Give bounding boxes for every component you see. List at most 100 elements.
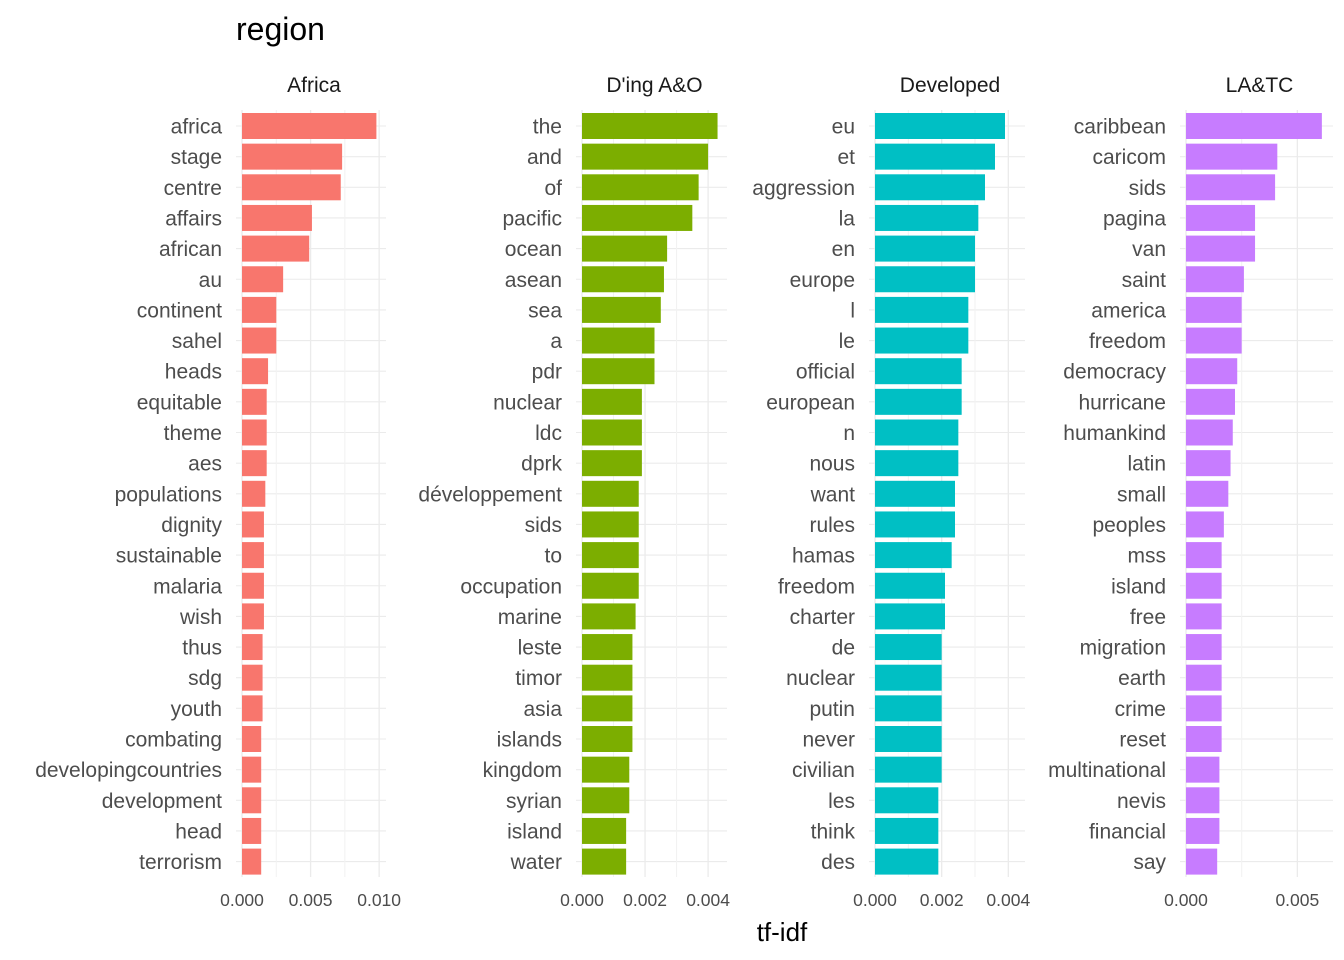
category-label: mss xyxy=(1128,545,1167,568)
category-label: van xyxy=(1132,238,1166,261)
bar-developed-et xyxy=(875,143,995,170)
category-label: marine xyxy=(498,606,562,629)
bar-d-ing-a-o-nuclear xyxy=(582,388,642,415)
category-label: migration xyxy=(1080,637,1166,660)
x-tick-label: 0.000 xyxy=(560,890,604,910)
x-tick-label: 0.005 xyxy=(1275,890,1319,910)
bar-la-tc-crime xyxy=(1186,695,1222,722)
bar-africa-heads xyxy=(242,358,269,385)
category-label: free xyxy=(1130,606,1166,629)
bar-d-ing-a-o-a xyxy=(582,327,655,354)
category-label: asean xyxy=(505,269,562,292)
bar-africa-thus xyxy=(242,634,263,661)
bar-africa-africa xyxy=(242,113,377,139)
category-label: au xyxy=(199,269,222,292)
bar-d-ing-a-o-water xyxy=(582,848,627,875)
category-label: populations xyxy=(115,483,222,506)
bar-africa-combating xyxy=(242,726,262,752)
bar-developed-en xyxy=(875,235,975,262)
bar-d-ing-a-o-kingdom xyxy=(582,756,630,783)
bar-developed-want xyxy=(875,480,955,507)
bar-developed-hamas xyxy=(875,542,952,569)
bar-la-tc-multinational xyxy=(1186,756,1220,783)
category-label: les xyxy=(828,790,855,813)
bar-africa-populations xyxy=(242,480,266,507)
bar-africa-youth xyxy=(242,695,263,722)
category-label: democracy xyxy=(1063,361,1166,384)
category-label: l xyxy=(850,299,855,322)
x-tick-label: 0.000 xyxy=(1164,890,1208,910)
category-label: youth xyxy=(171,698,222,721)
category-label: malaria xyxy=(153,575,222,598)
bar-d-ing-a-o-occupation xyxy=(582,572,639,599)
category-label: island xyxy=(507,820,562,843)
category-label: rules xyxy=(809,514,855,537)
x-tick-label: 0.002 xyxy=(920,890,964,910)
category-label: timor xyxy=(515,667,562,690)
bar-la-tc-island xyxy=(1186,572,1222,599)
category-label: humankind xyxy=(1063,422,1166,445)
category-label: of xyxy=(544,177,562,200)
category-label: le xyxy=(839,330,855,353)
bar-la-tc-free xyxy=(1186,603,1222,630)
bar-la-tc-small xyxy=(1186,480,1229,507)
bar-la-tc-mss xyxy=(1186,542,1222,569)
bar-africa-developingcountries xyxy=(242,756,262,783)
bar-la-tc-van xyxy=(1186,235,1256,262)
category-label: official xyxy=(796,361,855,384)
category-label: sustainable xyxy=(116,545,222,568)
category-label: to xyxy=(544,545,562,568)
category-label: charter xyxy=(790,606,855,629)
category-label: developingcountries xyxy=(35,759,222,782)
category-label: earth xyxy=(1118,667,1166,690)
category-label: african xyxy=(159,238,222,261)
bar-africa-aes xyxy=(242,450,267,477)
bar-developed-never xyxy=(875,726,942,752)
category-label: affairs xyxy=(165,207,222,230)
bar-la-tc-caricom xyxy=(1186,143,1278,170)
bar-la-tc-peoples xyxy=(1186,511,1224,538)
category-label: multinational xyxy=(1048,759,1166,782)
bar-africa-sdg xyxy=(242,664,263,691)
category-label: sids xyxy=(525,514,562,537)
bar-africa-wish xyxy=(242,603,264,630)
bar-d-ing-a-o-pdr xyxy=(582,358,655,385)
bar-africa-dignity xyxy=(242,511,264,538)
category-label: saint xyxy=(1122,269,1167,292)
category-label: hurricane xyxy=(1078,391,1166,414)
bar-la-tc-pagina xyxy=(1186,204,1256,231)
x-tick-label: 0.000 xyxy=(853,890,897,910)
bar-d-ing-a-o-asia xyxy=(582,695,633,722)
bar-la-tc-democracy xyxy=(1186,358,1238,385)
category-label: nevis xyxy=(1117,790,1166,813)
bar-developed-le xyxy=(875,327,969,354)
x-tick-label: 0.000 xyxy=(220,890,264,910)
bar-developed-n xyxy=(875,419,959,446)
category-label: america xyxy=(1091,299,1166,322)
category-label: des xyxy=(821,851,855,874)
bar-d-ing-a-o-asean xyxy=(582,266,664,293)
bar-d-ing-a-o-ldc xyxy=(582,419,642,446)
category-label: centre xyxy=(164,177,222,200)
category-label: sea xyxy=(528,299,562,322)
category-label: the xyxy=(533,116,562,139)
category-label: civilian xyxy=(792,759,855,782)
bar-developed-rules xyxy=(875,511,955,538)
bar-la-tc-migration xyxy=(1186,634,1222,661)
category-label: nuclear xyxy=(786,667,855,690)
category-label: kingdom xyxy=(483,759,562,782)
x-tick-label: 0.010 xyxy=(357,890,401,910)
category-label: la xyxy=(839,207,856,230)
bar-la-tc-financial xyxy=(1186,817,1220,844)
bar-africa-affairs xyxy=(242,204,312,231)
category-label: leste xyxy=(518,637,562,660)
bar-africa-development xyxy=(242,787,262,814)
bar-la-tc-sids xyxy=(1186,174,1276,201)
category-label: en xyxy=(832,238,855,261)
category-label: sids xyxy=(1129,177,1166,200)
bar-developed-freedom xyxy=(875,572,945,599)
category-label: nous xyxy=(809,453,855,476)
category-label: head xyxy=(175,820,222,843)
category-label: dprk xyxy=(521,453,562,476)
bar-la-tc-america xyxy=(1186,296,1242,323)
